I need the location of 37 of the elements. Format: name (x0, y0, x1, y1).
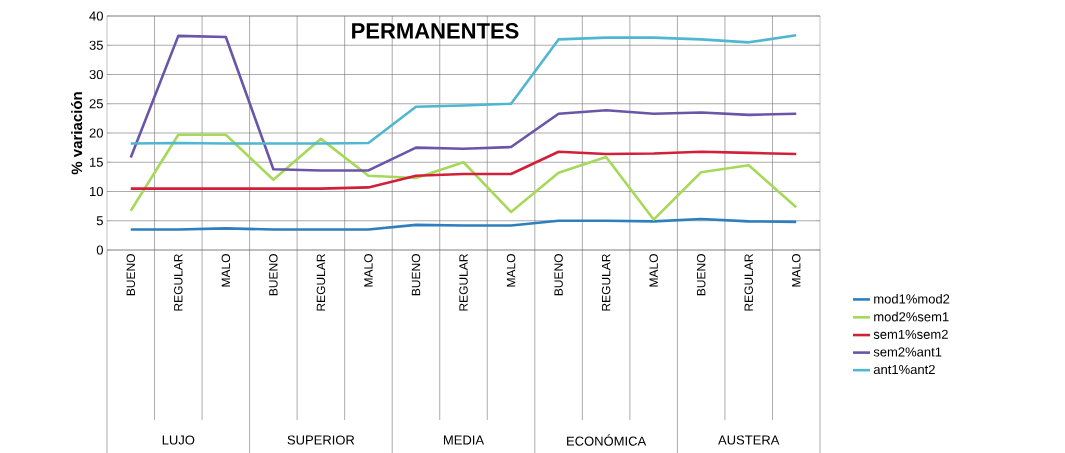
text: AUSTERA (718, 435, 780, 445)
chart-title: PERMANENTES (352, 23, 519, 39)
legend-label: ant1%ant2 (873, 364, 935, 375)
x-tick-label: REGULAR (459, 254, 468, 311)
y-tick-label: 25 (89, 99, 103, 109)
y-tick-label: 35 (89, 40, 103, 50)
y-tick-label: 30 (89, 69, 103, 80)
legend-label: sem2%ant1 (873, 347, 942, 357)
text: MEDIA (443, 435, 485, 445)
text: SUPERIOR (287, 435, 355, 445)
y-tick-label: 0 (96, 245, 103, 255)
x-tick-label: BUENO (696, 254, 706, 296)
x-tick-label: MALO (506, 254, 516, 287)
legend-label: mod2%sem1 (874, 311, 949, 322)
y-axis-title: % variación (71, 92, 83, 175)
x-tick-label: REGULAR (601, 254, 611, 311)
x-tick-label: REGULAR (744, 254, 753, 311)
x-tick-label: MALO (364, 254, 373, 287)
text: LUJO (162, 435, 195, 445)
x-tick-label: MALO (221, 254, 231, 287)
x-tick-label: MALO (792, 254, 801, 287)
x-tick-label: BUENO (554, 254, 563, 296)
legend-label: mod1%mod2 (874, 293, 950, 304)
legend-label: sem1%sem2 (873, 329, 948, 339)
line-series (129, 133, 798, 221)
x-tick-label: BUENO (126, 254, 136, 296)
text: ECONÓMICA (567, 434, 647, 446)
x-tick-label: REGULAR (174, 254, 183, 311)
x-tick-label: BUENO (269, 254, 278, 296)
y-tick-label: 15 (90, 157, 103, 167)
y-tick-label: 20 (89, 128, 103, 138)
x-tick-label: MALO (649, 254, 658, 287)
x-tick-label: REGULAR (316, 254, 326, 311)
x-tick-label: BUENO (411, 254, 421, 296)
y-tick-label: 40 (89, 11, 103, 21)
y-tick-label: 5 (96, 216, 103, 226)
y-tick-label: 10 (90, 186, 103, 197)
